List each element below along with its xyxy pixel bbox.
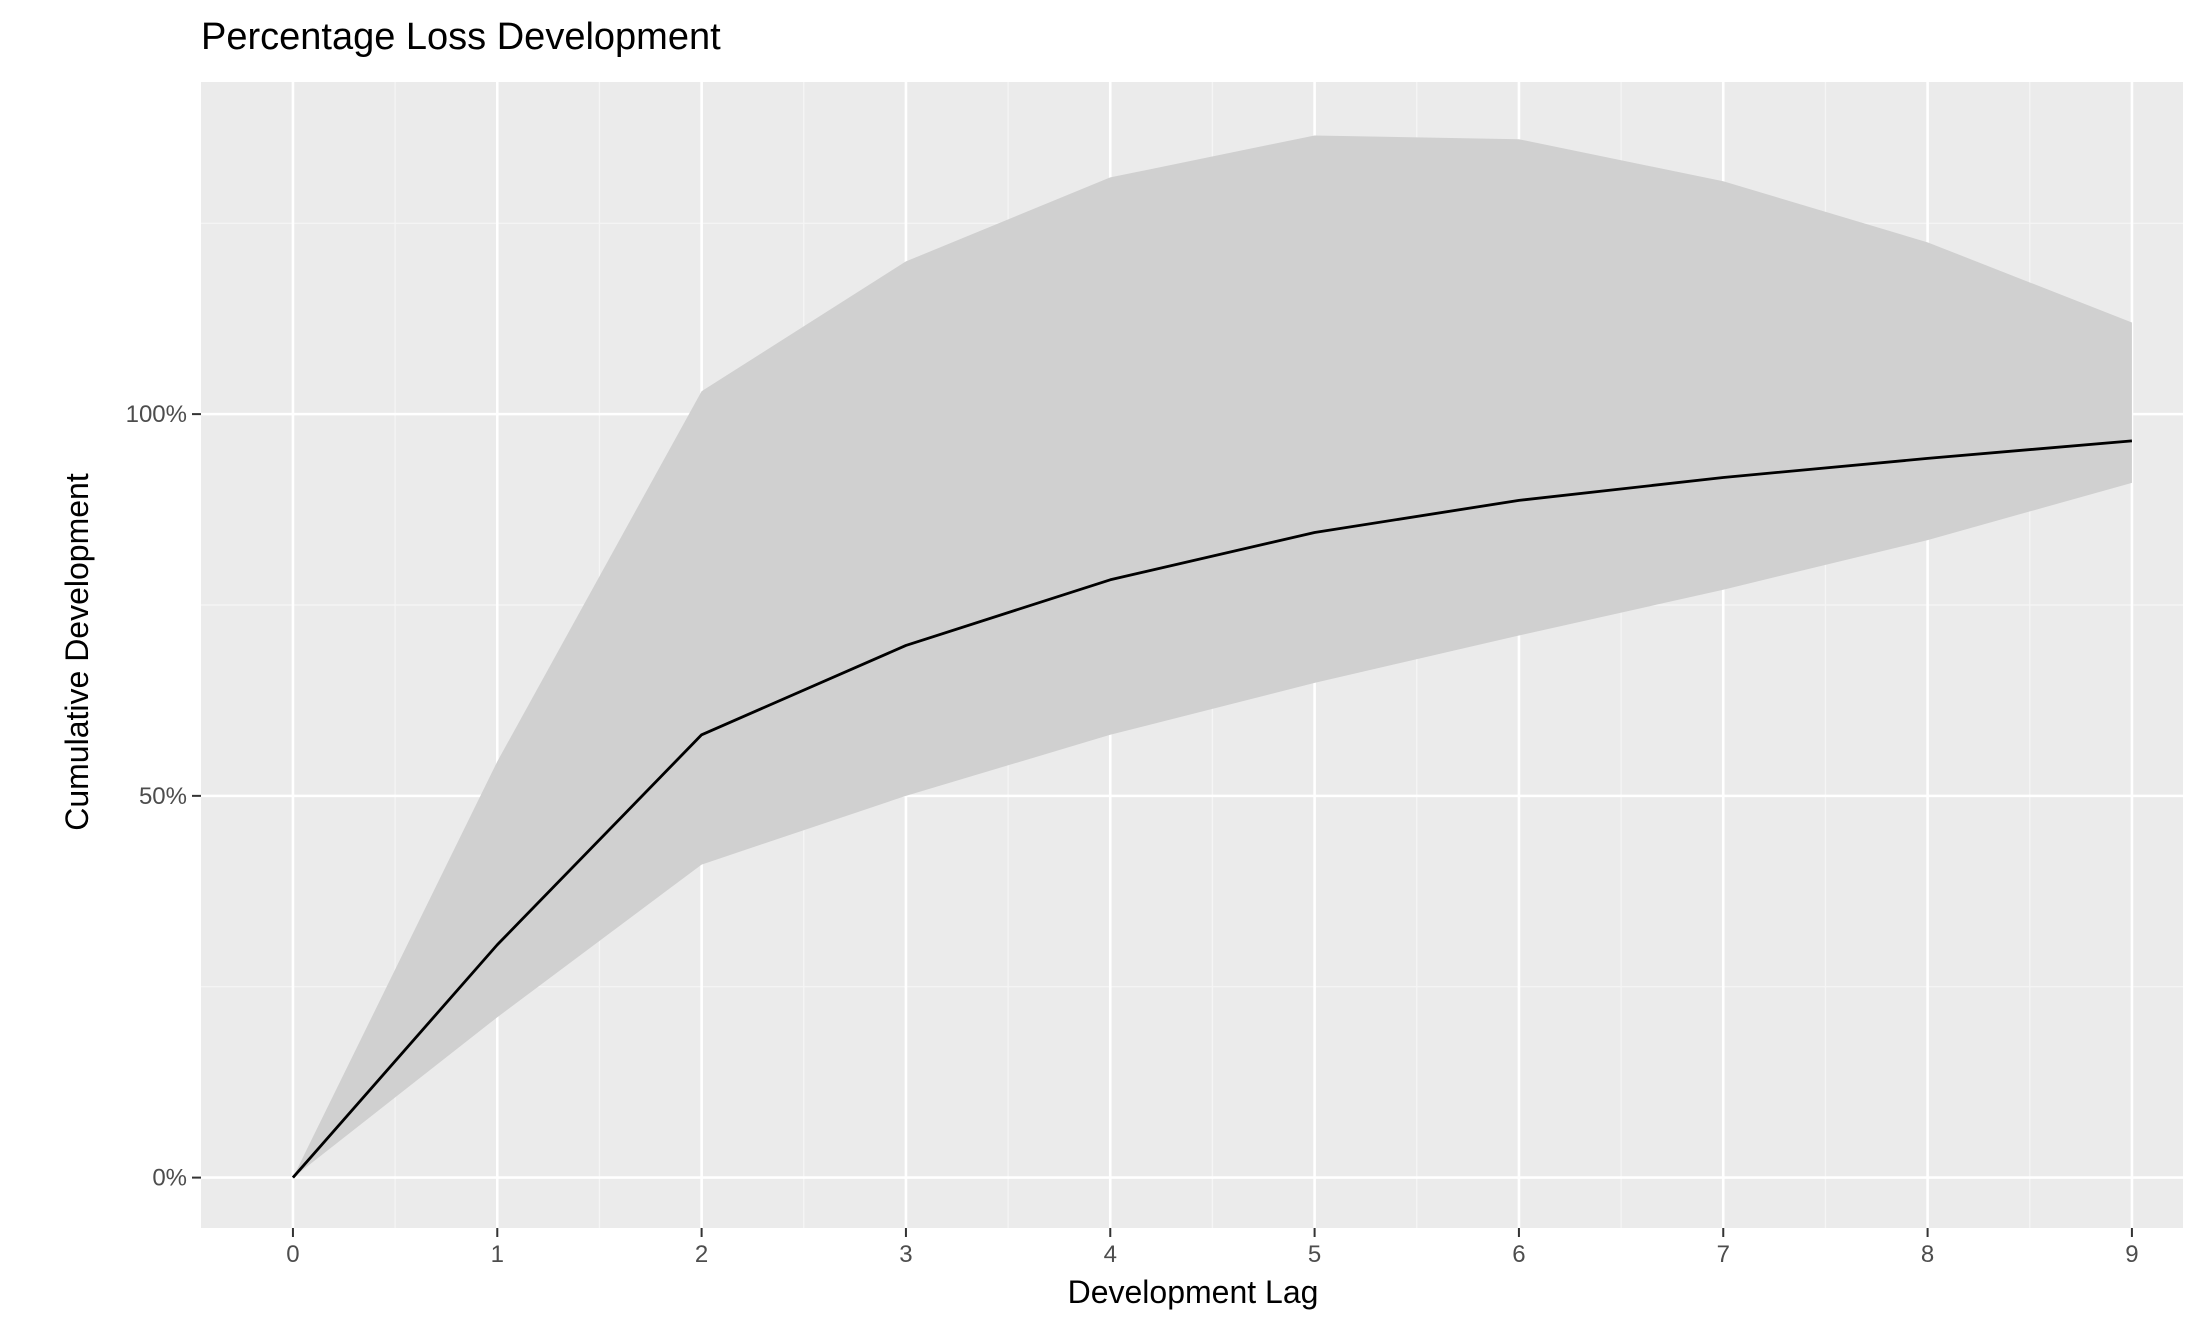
x-tick-label: 6	[1512, 1241, 1525, 1268]
x-tick-label: 5	[1308, 1241, 1321, 1268]
series-line-mean	[291, 439, 2133, 1179]
y-tick-label: 50%	[139, 783, 187, 810]
chart-title: Percentage Loss Development	[201, 16, 721, 58]
x-tick-label: 8	[1921, 1241, 1934, 1268]
y-tick-label: 100%	[126, 401, 187, 428]
x-tick-label: 7	[1717, 1241, 1730, 1268]
x-tick-label: 2	[695, 1241, 708, 1268]
x-axis-title: Development Lag	[1068, 1274, 1319, 1310]
x-tick-label: 0	[286, 1241, 299, 1268]
x-tick-label: 4	[1104, 1241, 1117, 1268]
x-tick-label: 9	[2125, 1241, 2138, 1268]
x-tick-label: 3	[899, 1241, 912, 1268]
y-axis: 0% 50% 100%	[126, 401, 201, 1192]
range-ribbon	[292, 135, 2132, 1178]
y-tick-label: 0%	[152, 1165, 187, 1192]
y-axis-title: Cumulative Development	[59, 473, 95, 831]
x-tick-label: 1	[491, 1241, 504, 1268]
x-axis: 0 1 2 3 4 5 6 7 8 9	[286, 1228, 2139, 1268]
